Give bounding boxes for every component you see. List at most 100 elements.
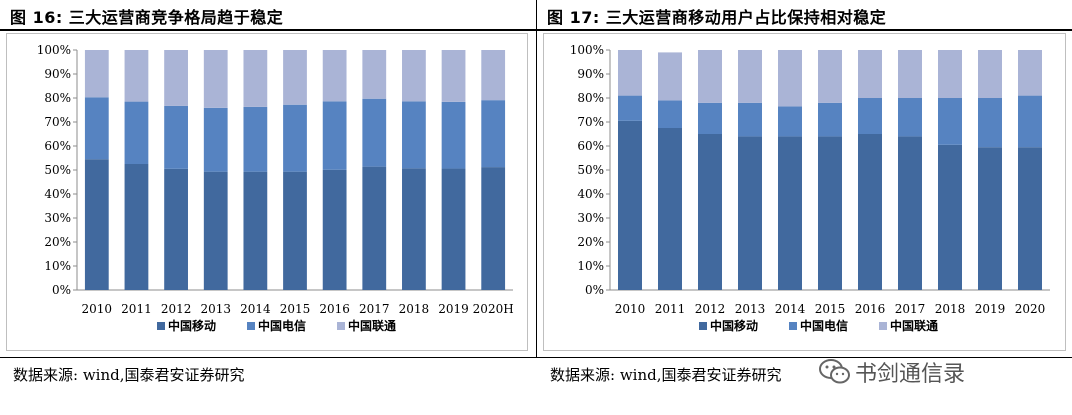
bar-segment bbox=[164, 50, 188, 106]
bar-segment bbox=[738, 136, 762, 290]
x-tick-label: 2018 bbox=[935, 302, 966, 316]
bar-segment bbox=[441, 101, 466, 169]
bar-segment bbox=[481, 50, 506, 101]
bar-segment bbox=[283, 104, 307, 172]
figure-16-source: 数据来源: wind,国泰君安证券研究 bbox=[13, 366, 245, 384]
y-tick-label: 10% bbox=[44, 259, 71, 273]
bar-segment bbox=[818, 102, 842, 137]
legend-swatch bbox=[337, 322, 345, 330]
bar-segment bbox=[322, 50, 347, 102]
bar-segment bbox=[778, 50, 802, 107]
bar-segment bbox=[938, 144, 962, 290]
bar-segment bbox=[362, 166, 387, 290]
bar-segment bbox=[1018, 50, 1042, 96]
x-tick-label: 2016 bbox=[855, 302, 886, 316]
bar-segment bbox=[124, 50, 149, 102]
x-tick-label: 2017 bbox=[359, 302, 390, 316]
y-tick-label: 10% bbox=[577, 259, 604, 273]
legend-swatch bbox=[247, 322, 255, 330]
panel-divider bbox=[536, 0, 537, 358]
bar-segment bbox=[738, 102, 762, 137]
x-tick-label: 2020 bbox=[1015, 302, 1046, 316]
bar-segment bbox=[658, 52, 682, 101]
bottom-rule bbox=[537, 357, 1072, 358]
x-tick-label: 2012 bbox=[161, 302, 192, 316]
x-tick-label: 2017 bbox=[895, 302, 926, 316]
y-tick-label: 50% bbox=[577, 163, 604, 177]
bar-segment bbox=[124, 164, 149, 290]
bar-segment bbox=[698, 50, 722, 103]
figure-16-title: 图 16: 三大运营商竞争格局趋于稳定 bbox=[10, 8, 284, 27]
bar-segment bbox=[978, 50, 1002, 98]
bar-segment bbox=[481, 100, 506, 168]
bar-segment bbox=[441, 168, 466, 290]
bar-segment bbox=[818, 50, 842, 103]
bar-segment bbox=[203, 171, 228, 290]
bar-segment bbox=[203, 50, 228, 108]
y-tick-label: 80% bbox=[44, 91, 71, 105]
bar-segment bbox=[322, 101, 347, 170]
x-tick-label: 2010 bbox=[82, 302, 113, 316]
chart-16-frame: 0% 10% 20% 30% 40% 50% 60% 70% 80% 90% 100% 2010 201… bbox=[6, 33, 528, 351]
bar-segment bbox=[164, 168, 188, 290]
bar-segment bbox=[402, 101, 426, 169]
x-tick-label: 2018 bbox=[399, 302, 430, 316]
bar-segment bbox=[243, 171, 268, 290]
y-tick-label: 50% bbox=[44, 163, 71, 177]
figure-17-source: 数据来源: wind,国泰君安证券研究 bbox=[550, 366, 782, 384]
x-tick-label: 2015 bbox=[280, 302, 311, 316]
bar-segment bbox=[84, 159, 109, 290]
bar-segment bbox=[481, 167, 506, 290]
bar-segment bbox=[283, 171, 307, 290]
legend-swatch bbox=[789, 322, 797, 330]
y-tick-label: 90% bbox=[44, 67, 71, 81]
bar-segment bbox=[243, 50, 268, 107]
bar-segment bbox=[898, 136, 922, 290]
figure-17-title: 图 17: 三大运营商移动用户占比保持相对稳定 bbox=[547, 8, 887, 27]
x-tick-label: 2014 bbox=[775, 302, 806, 316]
legend-label: 中国电信 bbox=[800, 318, 848, 333]
bar-segment bbox=[738, 50, 762, 103]
bar-segment bbox=[858, 134, 882, 290]
bar-segment bbox=[698, 134, 722, 290]
bar-segment bbox=[124, 101, 149, 164]
x-tick-label: 2011 bbox=[121, 302, 152, 316]
y-tick-label: 40% bbox=[577, 187, 604, 201]
bar-segment bbox=[1018, 95, 1042, 148]
watermark: 书剑通信录 bbox=[855, 362, 966, 387]
y-tick-label: 40% bbox=[44, 187, 71, 201]
bar-segment bbox=[978, 98, 1002, 148]
chart-17-frame: 0% 10% 20% 30% 40% 50% 60% 70% 80% 90% 100% 2010 201… bbox=[543, 33, 1066, 351]
bar-segment bbox=[203, 107, 228, 172]
y-tick-label: 80% bbox=[577, 91, 604, 105]
y-tick-label: 60% bbox=[44, 139, 71, 153]
x-tick-label: 2012 bbox=[695, 302, 726, 316]
legend-swatch bbox=[879, 322, 887, 330]
legend-label: 中国移动 bbox=[168, 318, 216, 333]
bar-segment bbox=[858, 50, 882, 98]
bar-segment bbox=[618, 95, 642, 121]
bar-segment bbox=[658, 100, 682, 128]
legend-swatch bbox=[699, 322, 707, 330]
y-tick-label: 0% bbox=[52, 283, 71, 297]
bar-segment bbox=[243, 106, 268, 172]
bar-segment bbox=[898, 50, 922, 98]
bar-segment bbox=[818, 136, 842, 290]
y-tick-label: 20% bbox=[44, 235, 71, 249]
bar-segment bbox=[858, 98, 882, 134]
bar-segment bbox=[362, 50, 387, 99]
bar-segment bbox=[778, 106, 802, 137]
y-tick-label: 70% bbox=[44, 115, 71, 129]
legend-label: 中国联通 bbox=[890, 318, 938, 333]
bar-segment bbox=[978, 147, 1002, 290]
y-tick-label: 0% bbox=[585, 283, 604, 297]
bottom-rule bbox=[0, 357, 536, 358]
bar-segment bbox=[402, 50, 426, 102]
y-tick-label: 90% bbox=[577, 67, 604, 81]
bar-segment bbox=[778, 136, 802, 290]
bar-segment bbox=[283, 50, 307, 105]
bar-segment bbox=[1018, 147, 1042, 290]
bar-segment bbox=[938, 50, 962, 98]
bar-segment bbox=[402, 168, 426, 290]
legend-label: 中国联通 bbox=[348, 318, 396, 333]
